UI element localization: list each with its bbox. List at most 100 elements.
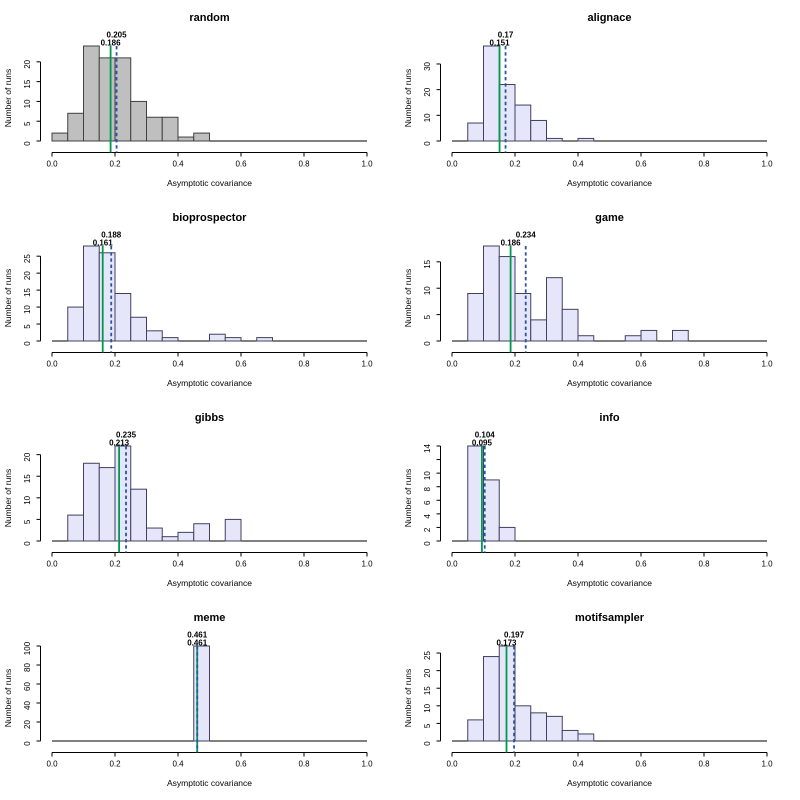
histogram-bar (561, 729, 579, 742)
histogram-bar (177, 531, 195, 542)
x-tick-label: 0.8 (698, 360, 710, 369)
x-tick-label: 0.8 (298, 360, 310, 369)
histogram-bar (114, 57, 132, 142)
annotation-dashed-value: 0.188 (101, 231, 122, 240)
annotation-solid-value: 0.161 (93, 239, 114, 248)
y-tick-label: 20 (23, 720, 32, 729)
x-tick-label: 0.4 (172, 160, 184, 169)
x-axis-label: Asymptotic covariance (567, 178, 652, 188)
x-tick-label: 1.0 (361, 560, 373, 569)
panel-alignace: 0.0 0.2 0.4 0.6 0.8 1.0 0 10 20 30 0.170.151 aligna… (403, 12, 773, 188)
y-tick-label: 80 (23, 663, 32, 672)
histogram-bar (640, 329, 658, 342)
y-axis-label: Number of runs (403, 69, 413, 128)
histogram-bar (672, 329, 689, 342)
y-tick-label: 20 (23, 59, 32, 68)
panel-title: info (599, 412, 619, 424)
y-tick-label: 15 (423, 686, 432, 695)
x-tick-label: 0.0 (46, 760, 58, 769)
x-tick-label: 0.2 (509, 560, 521, 569)
y-tick-label: 40 (23, 701, 32, 710)
annotation-solid-value: 0.186 (101, 39, 122, 48)
x-tick-label: 0.0 (446, 560, 458, 569)
x-axis-label: Asymptotic covariance (167, 378, 252, 388)
histogram-bar (98, 467, 116, 542)
histogram-bar (514, 293, 532, 342)
histogram-bar (161, 536, 179, 542)
y-tick-label: 15 (23, 474, 32, 483)
histogram-bar (130, 100, 147, 142)
x-tick-label: 0.8 (298, 760, 310, 769)
histogram-bar (256, 337, 273, 342)
histogram-bar (51, 132, 69, 142)
x-tick-label: 0.4 (172, 560, 184, 569)
y-tick-label: 0 (23, 541, 32, 546)
x-tick-label: 0.8 (298, 160, 310, 169)
x-tick-label: 0.8 (698, 760, 710, 769)
y-tick-label: 2 (423, 527, 432, 532)
x-tick-label: 0.4 (572, 760, 584, 769)
histogram-bar (177, 136, 195, 142)
annotation-solid-value: 0.461 (187, 639, 208, 648)
y-tick-label: 20 (23, 452, 32, 461)
histogram-bar (193, 523, 210, 542)
x-tick-label: 0.0 (446, 760, 458, 769)
y-tick-label: 0 (23, 741, 32, 746)
x-tick-label: 0.4 (572, 360, 584, 369)
x-tick-label: 0.8 (298, 560, 310, 569)
y-axis-label: Number of runs (403, 469, 413, 528)
histogram-bar (98, 57, 116, 142)
y-tick-label: 4 (423, 514, 432, 519)
x-axis-label: Asymptotic covariance (567, 578, 652, 588)
x-tick-label: 1.0 (361, 760, 373, 769)
histogram-bar (483, 656, 500, 742)
x-tick-label: 0.2 (109, 760, 121, 769)
x-tick-label: 0.0 (446, 160, 458, 169)
x-tick-label: 1.0 (761, 560, 773, 569)
y-tick-label: 10 (23, 99, 32, 108)
panel-title: meme (194, 612, 226, 624)
x-tick-label: 1.0 (761, 360, 773, 369)
x-axis-label: Asymptotic covariance (567, 378, 652, 388)
y-tick-label: 15 (423, 259, 432, 268)
x-tick-label: 0.0 (446, 360, 458, 369)
y-tick-label: 5 (23, 121, 32, 126)
histogram-bar (98, 252, 116, 342)
histogram-bar (209, 333, 226, 342)
histogram-bar (161, 116, 179, 142)
histogram-bar (83, 45, 100, 142)
x-tick-label: 0.4 (172, 760, 184, 769)
x-tick-label: 0.2 (509, 360, 521, 369)
y-tick-label: 15 (23, 79, 32, 88)
panel-title: gibbs (195, 412, 224, 424)
annotation-dashed-value: 0.104 (475, 431, 496, 440)
x-axis-label: Asymptotic covariance (167, 178, 252, 188)
histogram-bar (83, 245, 100, 342)
histogram-bar (546, 277, 563, 342)
x-tick-label: 0.2 (109, 560, 121, 569)
panel-title: bioprospector (173, 212, 248, 224)
y-axis-label: Number of runs (3, 469, 13, 528)
panel-meme: 0.0 0.2 0.4 0.6 0.8 1.0 0 20 40 60 80 100 0.4610.461… (3, 612, 373, 788)
panel-title: motifsampler (575, 612, 645, 624)
histogram-bar (498, 256, 516, 342)
histogram-bar (514, 104, 532, 142)
x-tick-label: 0.6 (235, 560, 247, 569)
histogram-bar (130, 488, 147, 542)
histogram-bar (530, 119, 547, 142)
histogram-bar (483, 245, 500, 342)
x-tick-label: 1.0 (761, 160, 773, 169)
x-tick-label: 0.0 (46, 560, 58, 569)
x-tick-label: 0.6 (635, 160, 647, 169)
histogram-bar (483, 479, 500, 542)
annotation-dashed-value: 0.197 (504, 631, 525, 640)
x-tick-label: 0.6 (235, 360, 247, 369)
x-tick-label: 0.6 (635, 760, 647, 769)
histogram-bar (624, 335, 642, 342)
